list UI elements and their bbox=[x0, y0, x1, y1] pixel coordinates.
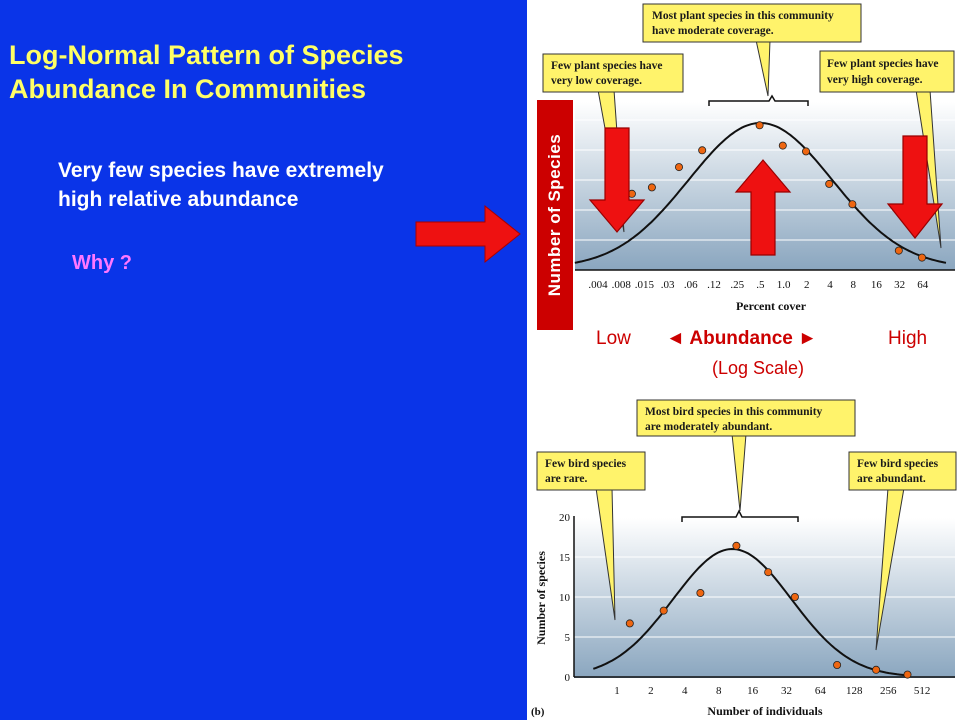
x-tick-label-bottom: 2 bbox=[648, 685, 654, 697]
number-of-species-text: Number of Species bbox=[545, 133, 564, 297]
points-bottom bbox=[625, 541, 912, 679]
data-point-top bbox=[848, 200, 857, 209]
x-tick-label-bottom: 256 bbox=[880, 685, 897, 697]
data-point-top bbox=[675, 163, 684, 172]
callout-top-right-line-2: very high coverage. bbox=[827, 74, 923, 86]
callout-top-middle: Most plant species in this community hav… bbox=[642, 3, 862, 97]
chart-top: .004 .008.015 .03 .06 .12 .25 .5 1.0 2 4 8 16 32 64 P… bbox=[542, 3, 955, 313]
statement-line-1: Very few species have extremely bbox=[58, 159, 384, 182]
callout-bottom-middle-line-1: Most bird species in this community bbox=[645, 406, 823, 418]
caption-abundance: ◄ Abundance ► bbox=[666, 328, 817, 349]
panel-tag-b: (b) bbox=[531, 706, 545, 718]
x-tick-label-bottom: 16 bbox=[747, 685, 759, 697]
bracket-top bbox=[708, 94, 809, 106]
x-tick-label-bottom: 8 bbox=[716, 685, 722, 697]
x-axis-title-top: Percent cover bbox=[736, 299, 807, 313]
x-tick-label-top: 4 bbox=[827, 279, 833, 291]
pointer-arrow-right bbox=[415, 204, 521, 264]
y-tick-label-bottom: 5 bbox=[565, 632, 571, 644]
plot-area-bottom bbox=[574, 518, 955, 678]
callout-bottom-left-line-1: Few bird species bbox=[545, 458, 627, 470]
callout-bottom-right-line-1: Few bird species bbox=[857, 458, 939, 470]
slide-title-line-1: Log-Normal Pattern of Species bbox=[9, 40, 404, 70]
data-point-bottom bbox=[872, 665, 881, 674]
x-axis-title-bottom: Number of individuals bbox=[707, 704, 822, 718]
x-tick-label-bottom: 1 bbox=[614, 685, 620, 697]
number-of-species-label: Number of Species bbox=[537, 100, 573, 330]
callout-bottom-left-line-2: are rare. bbox=[545, 473, 587, 485]
x-tick-label-bottom: 4 bbox=[682, 685, 688, 697]
callout-bottom-left: Few bird species are rare. bbox=[536, 451, 646, 621]
x-tick-label-top: 8 bbox=[850, 279, 856, 291]
bracket-bottom bbox=[681, 509, 799, 522]
x-tick-label-top: 64 bbox=[917, 279, 929, 291]
statement: Very few species have extremely high rel… bbox=[58, 156, 384, 214]
x-tick-label-top: .12 bbox=[707, 279, 721, 291]
data-point-bottom bbox=[764, 568, 773, 577]
callout-top-left-line-2: very low coverage. bbox=[551, 75, 642, 87]
data-point-top bbox=[647, 183, 656, 192]
caption-low: Low bbox=[596, 328, 631, 349]
callout-bottom-middle-line-2: are moderately abundant. bbox=[645, 421, 772, 433]
callout-bottom-right-line-2: are abundant. bbox=[857, 473, 926, 485]
data-point-top bbox=[755, 121, 764, 130]
x-tick-label-top: .008 bbox=[612, 279, 632, 291]
y-tick-label-bottom: 0 bbox=[565, 672, 571, 684]
caption-high: High bbox=[888, 328, 928, 349]
callout-top-right-line-1: Few plant species have bbox=[827, 58, 938, 70]
x-tick-label-bottom: 512 bbox=[914, 685, 931, 697]
y-tick-label-bottom: 10 bbox=[559, 592, 571, 604]
x-tick-label-bottom: 32 bbox=[781, 685, 792, 697]
x-tick-label-top: 32 bbox=[894, 279, 905, 291]
x-tick-label-top: .06 bbox=[684, 279, 698, 291]
x-tick-label-top: 1.0 bbox=[777, 279, 791, 291]
callout-top-right: Few plant species have very high coverag… bbox=[819, 50, 955, 249]
data-point-bottom bbox=[659, 606, 668, 615]
callout-top-middle-line-1: Most plant species in this community bbox=[652, 10, 834, 22]
y-tick-label-bottom: 15 bbox=[559, 552, 571, 564]
y-tick-label-bottom: 20 bbox=[559, 512, 571, 524]
x-tick-label-top: .5 bbox=[756, 279, 765, 291]
arrow-down-left bbox=[588, 127, 646, 233]
caption-log-scale: (Log Scale) bbox=[712, 358, 805, 378]
x-tick-label-bottom: 128 bbox=[846, 685, 863, 697]
y-ticks-bottom: 0 5 10 15 20 bbox=[559, 512, 571, 684]
callout-top-left-line-1: Few plant species have bbox=[551, 60, 662, 72]
data-point-bottom bbox=[790, 593, 799, 602]
data-point-top bbox=[825, 179, 834, 188]
x-tick-label-top: .015 bbox=[635, 279, 655, 291]
data-point-bottom bbox=[732, 541, 741, 550]
y-axis-title-bottom: Number of species bbox=[534, 551, 548, 645]
data-point-bottom bbox=[833, 661, 842, 670]
arrow-down-right bbox=[886, 135, 944, 239]
x-tick-label-top: 2 bbox=[804, 279, 810, 291]
x-tick-label-bottom: 64 bbox=[815, 685, 827, 697]
callout-bottom-middle: Most bird species in this community are … bbox=[636, 399, 856, 512]
x-tick-label-top: 16 bbox=[871, 279, 883, 291]
arrow-up-middle bbox=[734, 159, 792, 256]
data-point-top bbox=[802, 147, 811, 156]
x-ticks-bottom: 1 2 4 8 16 32 64 128 256 512 bbox=[614, 685, 930, 697]
x-tick-label-top: .25 bbox=[730, 279, 744, 291]
x-tick-label-top: .004 bbox=[588, 279, 608, 291]
fit-curve-bottom bbox=[592, 547, 911, 677]
data-point-bottom bbox=[903, 670, 912, 679]
callout-top-middle-line-2: have moderate coverage. bbox=[652, 25, 774, 37]
slide-title: Log-Normal Pattern of Species Abundance … bbox=[9, 38, 404, 106]
callout-bottom-right: Few bird species are abundant. bbox=[848, 451, 957, 651]
data-point-bottom bbox=[625, 619, 634, 628]
slide-title-line-2: Abundance In Communities bbox=[9, 74, 367, 104]
x-tick-label-top: .03 bbox=[661, 279, 675, 291]
data-point-top bbox=[918, 253, 927, 262]
data-point-top bbox=[894, 246, 903, 255]
data-point-bottom bbox=[696, 589, 705, 598]
data-point-top bbox=[778, 141, 787, 150]
data-point-top bbox=[698, 146, 707, 155]
why-question: Why ? bbox=[72, 252, 132, 274]
statement-line-2: high relative abundance bbox=[58, 188, 299, 211]
x-ticks-top: .004 .008.015 .03 .06 .12 .25 .5 1.0 2 4 8 16 32 64 bbox=[588, 279, 928, 291]
